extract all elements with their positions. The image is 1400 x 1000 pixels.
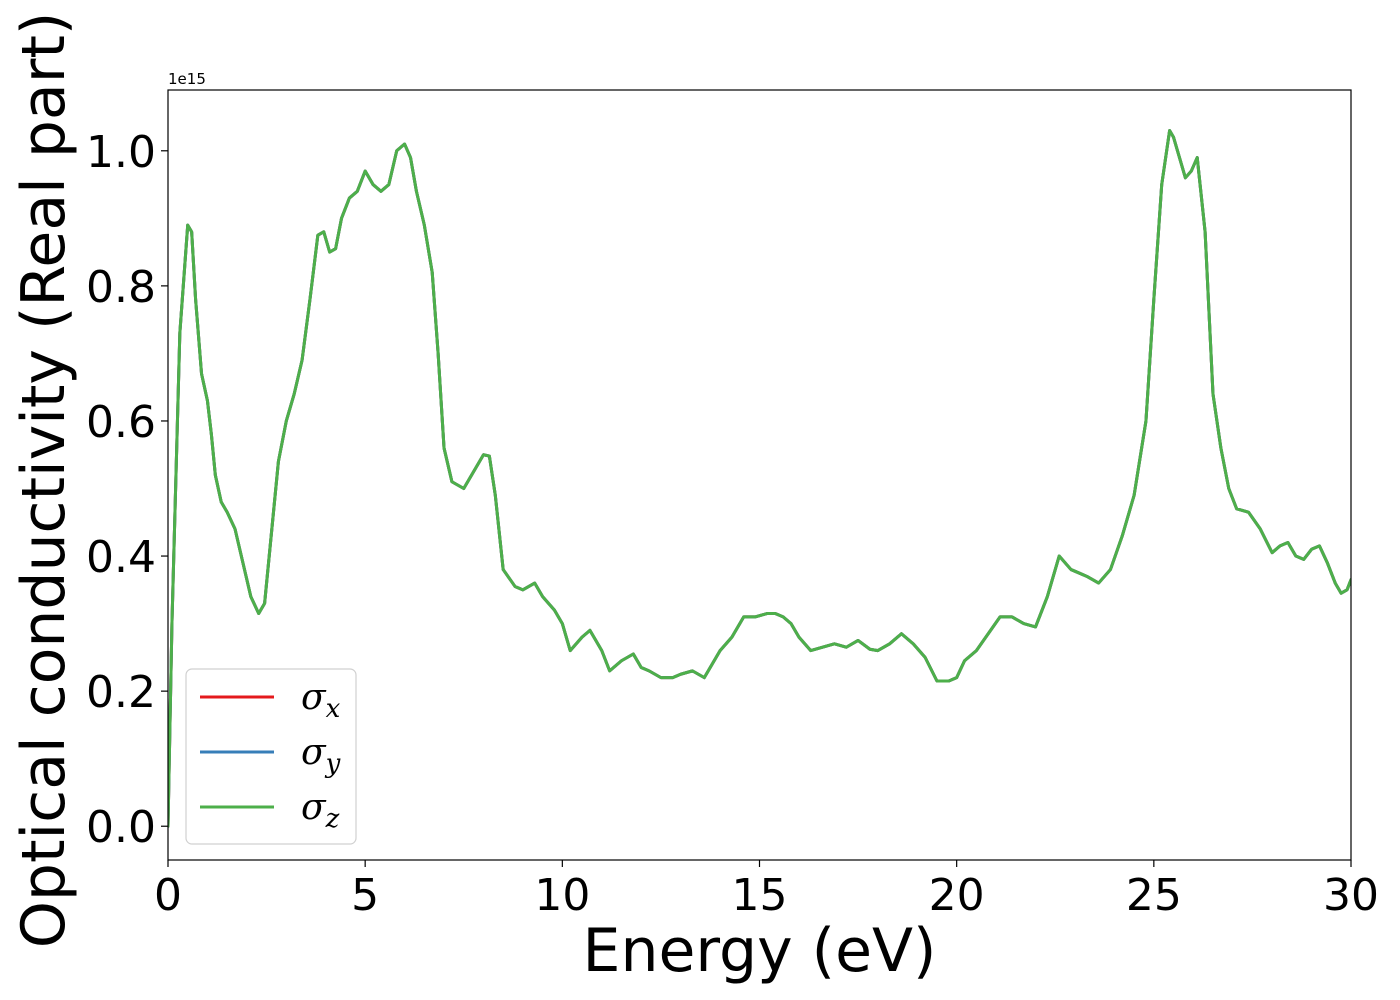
y-offset-label: 1e15 [168, 70, 206, 88]
x-axis: 0 5 10 15 20 25 30 [154, 860, 1379, 921]
x-tick-label: 15 [732, 870, 788, 921]
plot-area [168, 129, 1351, 828]
legend-label-x: σx [301, 677, 341, 724]
x-tick-label: 0 [154, 870, 182, 921]
y-tick-label: 0.6 [86, 397, 156, 448]
legend-label-y: σy [301, 732, 341, 779]
x-tick-label: 10 [534, 870, 590, 921]
legend: σx σy σz [185, 668, 357, 845]
y-tick-label: 0.0 [86, 802, 156, 853]
y-axis-title: Optical conductivity (Real part) [9, 12, 79, 949]
x-tick-label: 5 [351, 870, 379, 921]
x-tick-label: 25 [1126, 870, 1182, 921]
y-tick-label: 0.4 [86, 532, 156, 583]
x-tick-label: 30 [1323, 870, 1379, 921]
series-line-2 [168, 129, 1351, 828]
legend-label-z: σz [301, 787, 340, 834]
y-axis: 0.0 0.2 0.4 0.6 0.8 1.0 [86, 127, 168, 853]
y-tick-label: 0.8 [86, 262, 156, 313]
y-tick-label: 1.0 [86, 127, 156, 178]
y-tick-label: 0.2 [86, 667, 156, 718]
legend-box [185, 668, 357, 845]
x-tick-label: 20 [929, 870, 985, 921]
x-axis-title: Energy (eV) [583, 916, 937, 986]
